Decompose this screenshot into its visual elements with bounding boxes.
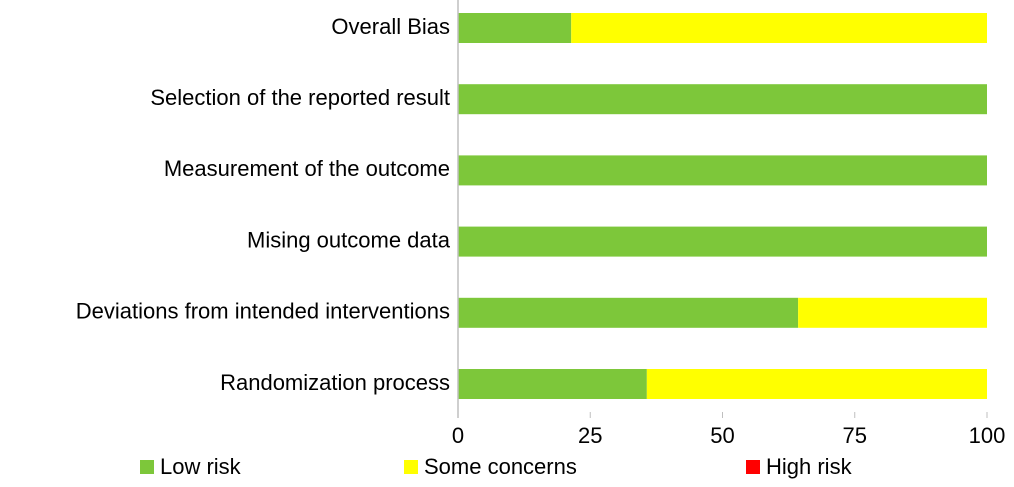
x-tick-label: 75 — [843, 423, 867, 448]
legend-label: High risk — [766, 454, 853, 479]
bar-segment — [458, 226, 987, 257]
y-tick-label: Randomization process — [220, 370, 450, 395]
y-tick-label: Selection of the reported result — [150, 85, 450, 110]
y-tick-label: Mising outcome data — [247, 227, 451, 252]
x-tick-label: 0 — [452, 423, 464, 448]
bar-segment — [458, 297, 799, 328]
legend-label: Some concerns — [424, 454, 577, 479]
bar-segment — [798, 297, 987, 328]
x-tick-label: 50 — [710, 423, 734, 448]
legend-swatch — [404, 460, 418, 474]
legend-swatch — [140, 460, 154, 474]
bar-segment — [458, 369, 647, 399]
bar-segment — [458, 155, 987, 186]
bar-segment — [458, 13, 572, 43]
bar-segment — [646, 369, 987, 399]
x-tick-label: 25 — [578, 423, 602, 448]
y-tick-label: Measurement of the outcome — [164, 156, 450, 181]
legend-swatch — [746, 460, 760, 474]
bar-segment — [571, 13, 987, 43]
y-tick-label: Overall Bias — [331, 14, 450, 39]
y-tick-label: Deviations from intended interventions — [76, 299, 450, 324]
legend-label: Low risk — [160, 454, 242, 479]
bar-segment — [458, 84, 987, 115]
x-tick-label: 100 — [969, 423, 1006, 448]
